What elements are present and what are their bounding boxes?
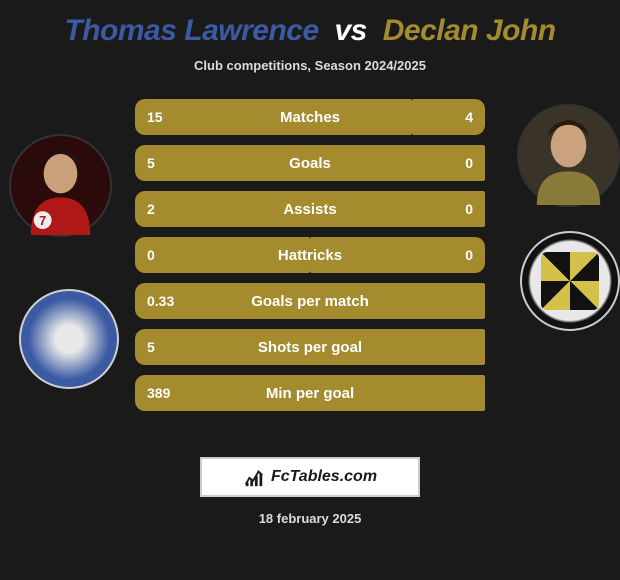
p1-value: 2 (147, 201, 155, 217)
stat-label: Hattricks (278, 247, 342, 264)
p2-value: 0 (465, 201, 473, 217)
stat-label: Goals per match (251, 293, 369, 310)
fctables-logo: FcTables.com (200, 457, 420, 497)
stat-label: Matches (280, 109, 340, 126)
p1-value: 0 (147, 247, 155, 263)
p1-value: 15 (147, 109, 163, 125)
main-area: 7 154Matches50Goals20Assists00Hattricks0… (0, 99, 620, 429)
page-title: Thomas Lawrence vs Declan John (0, 0, 620, 48)
vs-text: vs (335, 14, 367, 47)
subtitle: Club competitions, Season 2024/2025 (0, 58, 620, 73)
p2-value: 0 (465, 247, 473, 263)
player2-name: Declan John (383, 14, 556, 47)
stat-row: 389 Min per goal (135, 375, 485, 411)
svg-text:7: 7 (39, 213, 46, 228)
stat-row: 5 0 Goals (135, 145, 485, 181)
player2-avatar (517, 104, 620, 207)
p2-bar (412, 99, 486, 135)
player1-avatar: 7 (9, 134, 112, 237)
chart-icon (243, 466, 265, 488)
date-label: 18 february 2025 (0, 511, 620, 526)
p1-value: 5 (147, 155, 155, 171)
player2-club-badge (520, 231, 620, 331)
p1-value: 5 (147, 339, 155, 355)
stat-row: 5 Shots per goal (135, 329, 485, 365)
player1-name: Thomas Lawrence (64, 14, 318, 47)
stats-table: 15 4 Matches 5 0 Goals 2 0 Assists 0 0 Hattricks 0.3… (135, 99, 485, 421)
p1-value: 389 (147, 385, 170, 401)
p2-value: 4 (465, 109, 473, 125)
p2-value: 0 (465, 155, 473, 171)
stat-label: Goals (289, 155, 331, 172)
stat-label: Assists (283, 201, 336, 218)
stat-row: 15 4 Matches (135, 99, 485, 135)
stat-row: 0 0 Hattricks (135, 237, 485, 273)
stat-row: 0.33 Goals per match (135, 283, 485, 319)
player1-club-badge (19, 289, 119, 389)
comparison-card: Thomas Lawrence vs Declan John Club comp… (0, 0, 620, 580)
p1-bar (135, 99, 412, 135)
stat-label: Min per goal (266, 385, 354, 402)
stat-label: Shots per goal (258, 339, 362, 356)
stat-row: 2 0 Assists (135, 191, 485, 227)
logo-text: FcTables.com (271, 468, 377, 486)
p1-value: 0.33 (147, 293, 174, 309)
